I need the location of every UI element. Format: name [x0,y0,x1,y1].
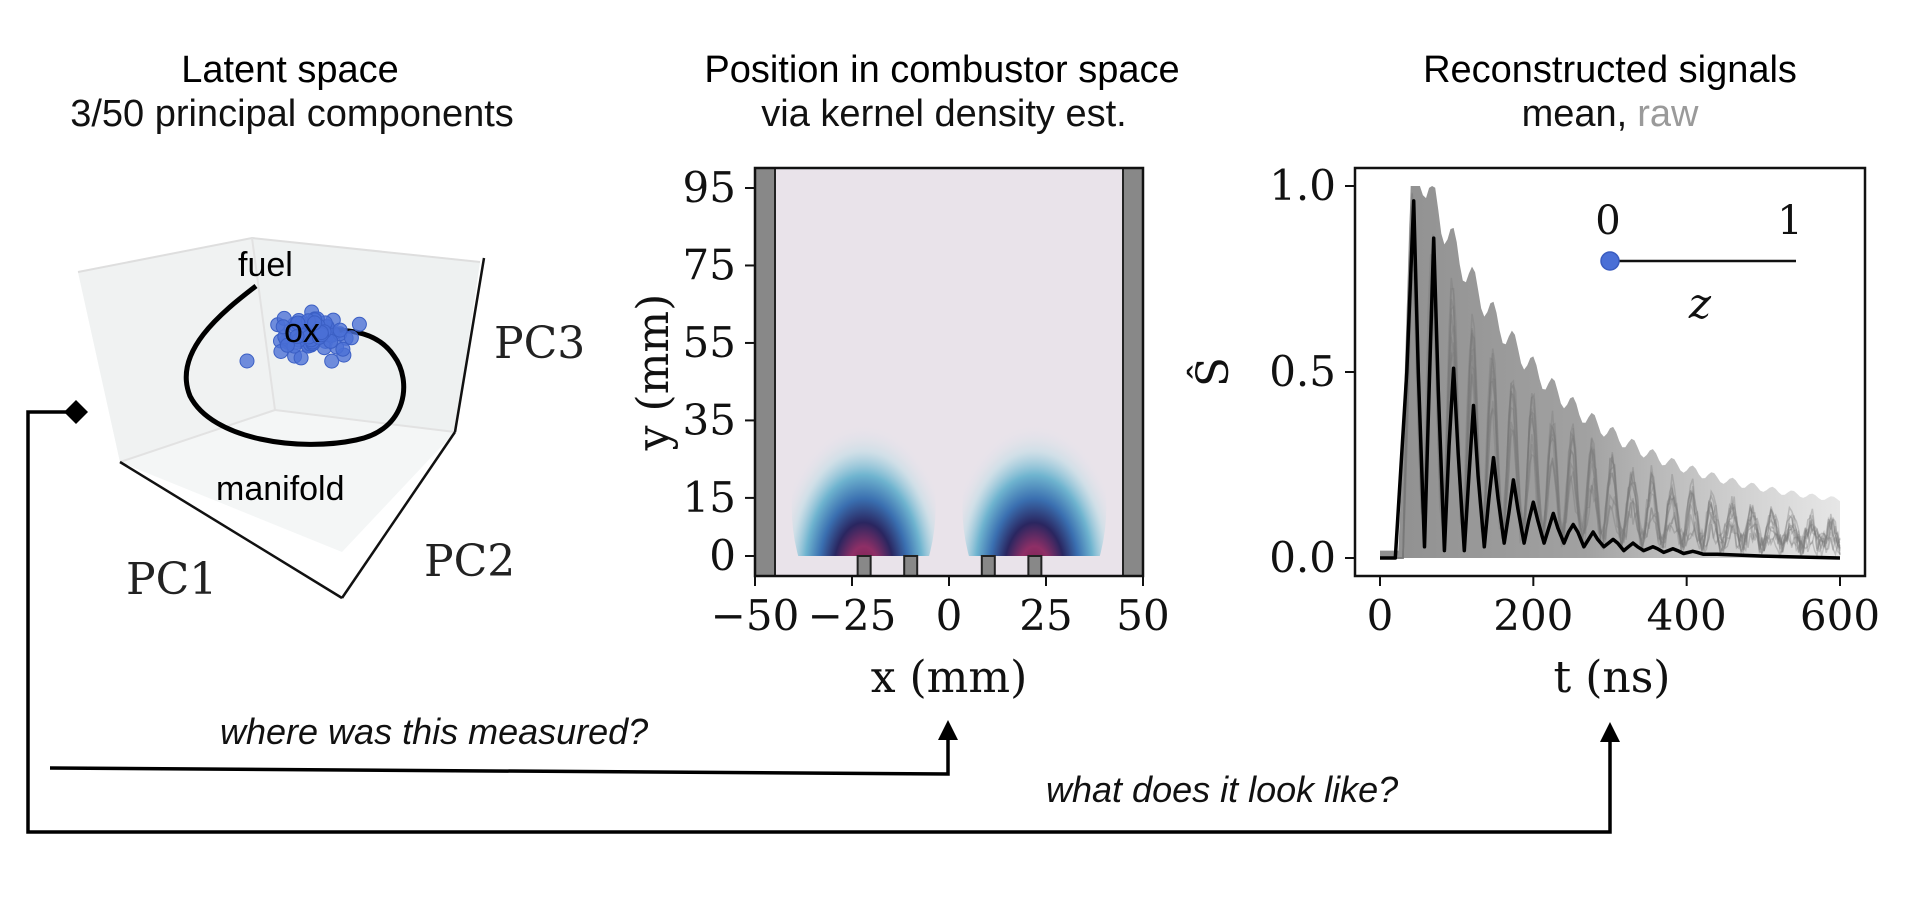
arrow-to-position [49,734,950,776]
pc3-axis-line [453,257,486,433]
heatmap-ytick-label: 35 [683,395,736,444]
heatmap-xtick-label: −25 [808,591,897,640]
manifold-label: manifold [216,470,345,508]
heatmap-xlabel: x (mm) [871,652,1028,703]
heatmap-ytick-label: 55 [683,318,736,367]
box-inner-edge-3 [119,409,276,463]
latent-subtitle: 3/50 principal components [70,93,514,135]
signals-ytick-label: 0.5 [1269,347,1336,396]
density-blobs [791,386,1107,556]
signals-ylabel: Ŝ [1186,357,1239,387]
heatmap-ytick-label: 0 [709,531,736,580]
combustor-wall-right [1122,167,1144,577]
z-legend-max: 1 [1777,198,1802,244]
flow-arrows: where was this measured? what does it lo… [26,400,1620,834]
heatmap-ytick-label: 15 [683,473,736,522]
signals-xtick-label: 0 [1367,591,1394,640]
scatter-point [293,350,309,366]
raw-signal-trace [1380,274,1841,559]
heatmap-xtick-label: 25 [1019,591,1072,640]
signals-axes: 0 200 400 600 0.0 0.5 1.0 [1269,161,1880,640]
scatter-point [351,316,367,332]
position-subtitle: via kernel density est. [761,93,1126,135]
z-legend: 0 1 z [1595,198,1802,328]
scatter-point [335,341,351,357]
box-inner-edge [251,237,276,411]
latent-title: Latent space [181,49,399,91]
arrow-origin-marker [64,400,88,424]
injector-block [1027,555,1043,577]
heatmap-axes: −50 −25 0 25 50 0 15 35 55 75 95 [683,163,1170,640]
injector-block [903,555,919,577]
latent-3d-plot: fuel ox manifold PC1 PC2 PC3 [77,236,585,605]
heatmap-ylabel: y (mm) [628,294,679,452]
signals-title: Reconstructed signals [1423,49,1797,91]
density-peak-left [791,386,936,556]
what-annotation: what does it look like? [1046,769,1398,810]
position-heatmap: −50 −25 0 25 50 0 15 35 55 75 95 x (mm) y (mm) [628,163,1170,703]
latent-panel-heading: Latent space 3/50 principal components [70,49,514,135]
pc3-label: PC3 [494,318,585,369]
heatmap-xtick-label: 50 [1116,591,1169,640]
signals-xlabel: t (ns) [1554,652,1671,703]
injector-block [980,555,996,577]
fuel-label: fuel [238,246,293,284]
signals-subtitle-mean: mean, [1522,93,1628,135]
scatter-point [343,330,359,346]
signals-subtitle-raw: raw [1637,93,1699,135]
z-legend-variable: z [1688,279,1712,328]
scatter-point [239,353,255,369]
scatter-point [279,337,295,353]
injector-block [856,555,872,577]
scatter-point [324,353,340,369]
position-panel-heading: Position in combustor space via kernel d… [704,49,1179,135]
pc2-axis-line [340,431,457,599]
heatmap-ytick-label: 75 [683,240,736,289]
pc2-label: PC2 [424,536,515,587]
scatter-point [307,315,323,331]
signals-xtick-label: 200 [1493,591,1573,640]
where-annotation: where was this measured? [220,711,648,752]
heatmap-xtick-label: −50 [711,591,800,640]
ox-label: ox [284,312,320,350]
scatter-point [332,322,348,338]
arrow-head-position [938,720,958,740]
latent-scatter [239,304,367,369]
pc1-axis-line [119,460,343,600]
scatter-point [275,319,291,335]
arrow-head-signals [1600,722,1620,742]
heatmap-ytick-label: 95 [683,163,736,212]
combustor-wall-left [754,167,776,577]
arrow-to-signals [26,410,1612,834]
signals-xtick-label: 400 [1647,591,1727,640]
raw-signal-trace [1380,213,1841,559]
pane-side [78,238,275,462]
scatter-point [289,329,305,345]
signals-xtick-label: 600 [1800,591,1880,640]
signals-ytick-label: 1.0 [1269,161,1336,210]
density-peak-right [962,386,1107,556]
position-title: Position in combustor space [704,49,1179,91]
box-inner-edge-2 [274,409,456,433]
signals-panel-heading: Reconstructed signals mean, raw [1423,49,1797,135]
raw-signal-trace [1380,215,1841,559]
heatmap-xtick-label: 0 [936,591,963,640]
pc1-label: PC1 [126,554,217,605]
injector-blocks [856,555,1043,577]
z-legend-min: 0 [1595,198,1620,244]
raw-signal-trace [1380,193,1841,559]
signals-chart: 0 200 400 600 0.0 0.5 1.0 t (ns) Ŝ 0 1 z [1186,161,1880,703]
z-legend-marker [1600,251,1620,271]
signals-ytick-label: 0.0 [1269,533,1336,582]
svg-text:mean,raw: mean, raw [1522,93,1699,135]
mean-signal-line [1380,199,1841,560]
